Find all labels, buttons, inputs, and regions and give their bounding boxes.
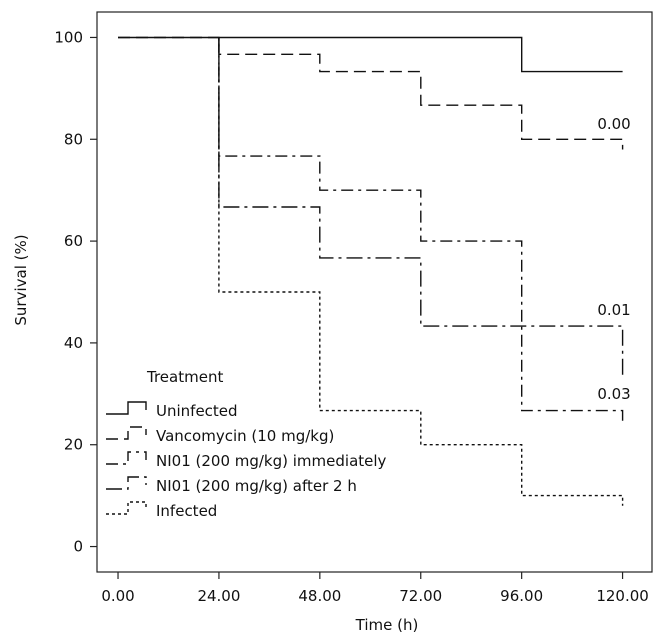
y-axis: 0 20 40 60 80 100 [54, 28, 97, 556]
y-tick-label: 60 [64, 232, 83, 250]
series-layer [118, 36, 624, 506]
legend-key [106, 401, 147, 415]
legend-label: Vancomycin (10 mg/kg) [156, 427, 334, 445]
legend-key [106, 476, 147, 490]
legend-label: Infected [156, 502, 217, 520]
series-line-3 [218, 37, 624, 425]
legend-title: Treatment [146, 368, 223, 386]
series-line-4 [218, 37, 624, 379]
y-axis-label: Survival (%) [12, 234, 30, 325]
x-tick-label: 0.00 [101, 587, 134, 605]
x-tick-label: 72.00 [399, 587, 442, 605]
series-line-5 [218, 37, 624, 506]
legend: Treatment Uninfected Vancomycin (10 mg/kg… [106, 368, 387, 520]
x-axis-label: Time (h) [355, 616, 419, 634]
plot-border [96, 11, 653, 573]
x-tick-label: 48.00 [298, 587, 341, 605]
y-tick-label: 100 [54, 28, 83, 46]
series-line-2 [118, 36, 624, 150]
plot-frame [96, 11, 653, 573]
x-tick-label: 96.00 [500, 587, 543, 605]
y-tick-label: 20 [64, 436, 83, 454]
p-value-annotation: 0.03 [597, 385, 630, 403]
x-tick-label: 24.00 [197, 587, 240, 605]
x-axis: 0.00 24.00 48.00 72.00 96.00 120.00 [101, 572, 649, 605]
series-line-1 [118, 36, 623, 73]
y-tick-label: 0 [73, 538, 83, 556]
legend-key [106, 426, 147, 440]
y-tick-label: 80 [64, 130, 83, 148]
legend-key [106, 501, 147, 515]
x-tick-label: 120.00 [596, 587, 649, 605]
legend-label: NI01 (200 mg/kg) after 2 h [156, 477, 357, 495]
legend-entries: Uninfected Vancomycin (10 mg/kg) NI01 (200… [106, 401, 387, 520]
annotation-layer: 0.00 0.01 0.03 [597, 115, 630, 403]
legend-key [106, 451, 147, 465]
p-value-annotation: 0.00 [597, 115, 630, 133]
p-value-annotation: 0.01 [597, 301, 630, 319]
legend-label: Uninfected [156, 402, 238, 420]
legend-label: NI01 (200 mg/kg) immediately [156, 452, 387, 470]
y-tick-label: 40 [64, 334, 83, 352]
